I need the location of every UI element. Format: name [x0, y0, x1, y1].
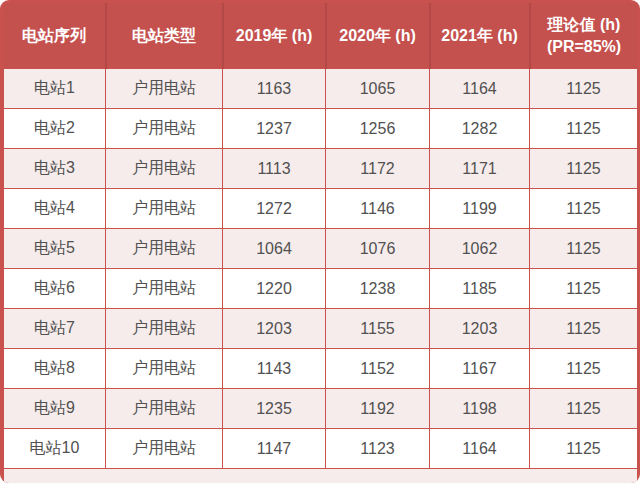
cell: 1152: [326, 349, 430, 389]
cell: 1172: [326, 149, 430, 189]
hours-table: 电站序列电站类型2019年 (h)2020年 (h)2021年 (h)理论值 (…: [0, 0, 640, 483]
cell: 1199: [430, 189, 530, 229]
cell: 户用电站: [106, 69, 223, 109]
cell: 1198: [430, 389, 530, 429]
column-header: 2019年 (h): [223, 3, 326, 69]
cell: 1123: [326, 429, 430, 469]
cell: 1171: [430, 149, 530, 189]
cell: 1146: [326, 189, 430, 229]
cell: 户用电站: [106, 389, 223, 429]
cell: 1155: [326, 309, 430, 349]
cell: 电站9: [4, 389, 106, 429]
table-row: 电站6户用电站1220123811851125: [4, 269, 638, 309]
table-row: 电站7户用电站1203115512031125: [4, 309, 638, 349]
cell: 1164: [430, 69, 530, 109]
cell: 1125: [530, 229, 638, 269]
cell: 1203: [223, 309, 326, 349]
column-header: 电站类型: [106, 3, 223, 69]
cell: 户用电站: [106, 229, 223, 269]
cell: 户用电站: [106, 349, 223, 389]
cell: 1220: [223, 269, 326, 309]
cell: 电站6: [4, 269, 106, 309]
table-row: 电站4户用电站1272114611991125: [4, 189, 638, 229]
column-header: 2021年 (h): [430, 3, 530, 69]
column-header: 电站序列: [4, 3, 106, 69]
cell: 电站3: [4, 149, 106, 189]
cell: 1163: [223, 69, 326, 109]
table-row: 电站5户用电站1064107610621125: [4, 229, 638, 269]
table-row: 电站10户用电站1147112311641125: [4, 429, 638, 469]
cell: 1125: [530, 389, 638, 429]
header-row: 电站序列电站类型2019年 (h)2020年 (h)2021年 (h)理论值 (…: [4, 3, 638, 69]
cell: 1203: [430, 309, 530, 349]
cell: 1062: [430, 229, 530, 269]
table-row: 电站1户用电站1163106511641125: [4, 69, 638, 109]
cell: 1235: [223, 389, 326, 429]
ellipsis-row: ... ...: [4, 469, 638, 483]
cell: 1064: [223, 229, 326, 269]
cell: 户用电站: [106, 269, 223, 309]
cell: 电站4: [4, 189, 106, 229]
cell: 1237: [223, 109, 326, 149]
cell: 1256: [326, 109, 430, 149]
cell: 电站5: [4, 229, 106, 269]
column-header: 理论值 (h)(PR=85%): [530, 3, 638, 69]
cell: 1113: [223, 149, 326, 189]
cell: 1164: [430, 429, 530, 469]
cell: 电站10: [4, 429, 106, 469]
cell: 1125: [530, 69, 638, 109]
station-hours-table: 电站序列电站类型2019年 (h)2020年 (h)2021年 (h)理论值 (…: [3, 3, 638, 483]
cell: 户用电站: [106, 109, 223, 149]
table-row: 电站8户用电站1143115211671125: [4, 349, 638, 389]
cell: 1076: [326, 229, 430, 269]
cell: 电站1: [4, 69, 106, 109]
cell: 户用电站: [106, 149, 223, 189]
cell: 1125: [530, 269, 638, 309]
table-row: 电站3户用电站1113117211711125: [4, 149, 638, 189]
table-body: 电站1户用电站1163106511641125电站2户用电站1237125612…: [4, 69, 638, 483]
column-header: 2020年 (h): [326, 3, 430, 69]
cell: 1125: [530, 189, 638, 229]
cell: 1125: [530, 149, 638, 189]
cell: 1143: [223, 349, 326, 389]
ellipsis-cell: ... ...: [4, 469, 638, 483]
cell: 1125: [530, 349, 638, 389]
cell: 1125: [530, 109, 638, 149]
cell: 1282: [430, 109, 530, 149]
table-row: 电站9户用电站1235119211981125: [4, 389, 638, 429]
cell: 电站2: [4, 109, 106, 149]
cell: 1185: [430, 269, 530, 309]
cell: 户用电站: [106, 429, 223, 469]
cell: 1125: [530, 309, 638, 349]
table-row: 电站2户用电站1237125612821125: [4, 109, 638, 149]
cell: 1238: [326, 269, 430, 309]
cell: 1147: [223, 429, 326, 469]
cell: 电站7: [4, 309, 106, 349]
cell: 1065: [326, 69, 430, 109]
cell: 1192: [326, 389, 430, 429]
cell: 户用电站: [106, 189, 223, 229]
cell: 1125: [530, 429, 638, 469]
cell: 1272: [223, 189, 326, 229]
table-header: 电站序列电站类型2019年 (h)2020年 (h)2021年 (h)理论值 (…: [4, 3, 638, 69]
cell: 户用电站: [106, 309, 223, 349]
cell: 电站8: [4, 349, 106, 389]
cell: 1167: [430, 349, 530, 389]
